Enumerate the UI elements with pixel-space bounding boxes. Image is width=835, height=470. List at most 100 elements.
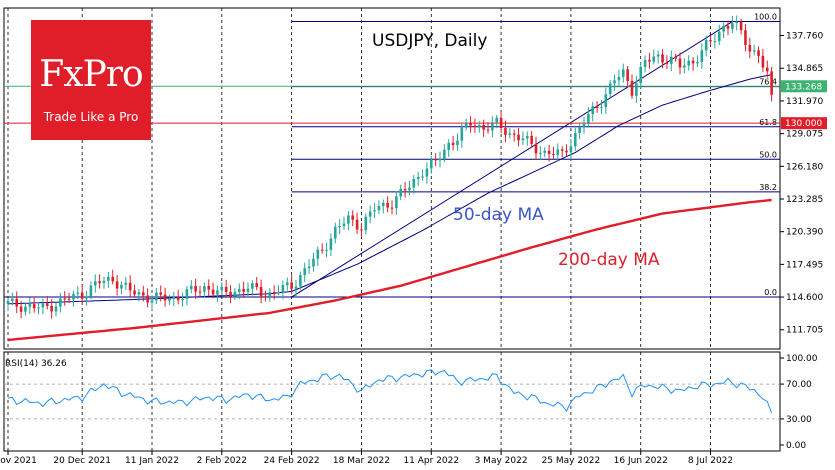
candle-up [652,56,656,62]
candle-down [517,134,520,141]
candle-up [329,238,333,250]
candle-down [534,143,538,154]
candle-down [133,290,136,295]
price-tick-label: 123.285 [786,195,823,205]
candle-down [661,54,664,63]
candle-up [491,122,494,131]
time-tick-label: 3 May 2022 [475,456,528,466]
candle-up [237,288,241,292]
candle-down [770,71,773,95]
price-tick-label: 114.600 [786,293,823,303]
brand-tagline: Trade Like a Pro [43,110,139,124]
candle-down [748,45,752,52]
candle-down [630,81,634,96]
fib-level-label: 61.8 [759,118,777,127]
rsi-label: RSI(14) 36.26 [5,359,67,369]
candle-up [578,126,581,134]
candle-up [168,298,171,301]
fxpro-logo: FxPro Trade Like a Pro [31,20,151,140]
candle-up [347,215,350,224]
candle-down [390,207,394,209]
candle-up [621,69,625,77]
candle-up [181,298,184,301]
rsi-line [7,369,773,414]
level-130-value: 130.000 [785,119,822,129]
candle-up [203,286,206,292]
candle-up [316,249,320,259]
candle-up [399,188,403,197]
fib-level-label: 100.0 [754,13,777,22]
candle-up [704,40,708,51]
candle-up [155,292,158,301]
candle-up [456,140,459,146]
candle-up [687,60,691,66]
candle-up [294,286,298,289]
candle-down [163,294,167,301]
candle-up [722,26,725,32]
candle-down [32,304,36,309]
candle-down [451,142,455,146]
candle-up [303,268,307,276]
fib-trend-line [291,21,733,298]
candle-down [547,150,551,155]
candle-down [434,159,437,161]
time-tick-label: 11 Jan 2022 [125,456,179,466]
current-price-box [781,80,827,93]
candle-down [665,62,669,64]
candle-up [395,196,398,209]
candle-down [595,106,599,108]
candle-down [320,249,324,251]
candle-up [268,292,272,297]
candle-down [674,56,677,59]
candle-up [220,286,224,291]
candle-down [98,281,101,284]
candle-down [176,296,180,301]
candle-down [691,60,695,64]
candle-up [299,275,302,287]
candle-down [512,133,516,135]
price-axis: 137.760 134.865 131.970 129.075 126.180 123.2… [780,32,827,336]
candle-up [543,150,547,153]
candle-up [412,178,416,188]
candle-down [355,219,359,230]
time-tick-label: 25 May 2022 [542,456,601,466]
candle-up [216,290,219,295]
candle-up [325,249,328,251]
candle-down [290,282,293,289]
candle-down [678,58,682,68]
candle-down [360,229,363,231]
candle-down [141,292,145,296]
candle-up [464,123,468,128]
price-tick-label: 111.705 [786,326,823,336]
time-tick-label: 16 Jun 2022 [614,456,668,466]
candle-up [233,291,237,297]
candle-up [381,202,385,207]
candle-down [207,286,211,290]
candle-up [246,288,250,292]
candle-down [403,188,407,191]
ma50-label: 50-day MA [453,205,544,225]
candle-up [700,50,704,63]
candle-up [28,304,32,307]
candle-up [591,106,595,115]
candle-down [67,298,71,300]
candle-up [713,41,717,43]
candle-down [128,282,132,291]
candle-down [744,30,747,46]
candle-down [224,286,228,292]
candle-down [726,26,730,29]
candle-up [373,210,376,212]
candle-down [504,127,507,135]
ma-200-path [7,198,772,342]
candle-up [683,65,686,68]
candlesticks [6,15,773,319]
candle-up [429,159,433,169]
candle-up [251,283,254,289]
time-tick-label: 11 Apr 2022 [403,456,459,466]
fib-level-label: 0.0 [764,288,777,297]
candle-down [45,303,49,306]
candle-down [530,135,533,144]
candle-down [242,288,245,292]
price-tick-label: 126.180 [786,162,823,172]
